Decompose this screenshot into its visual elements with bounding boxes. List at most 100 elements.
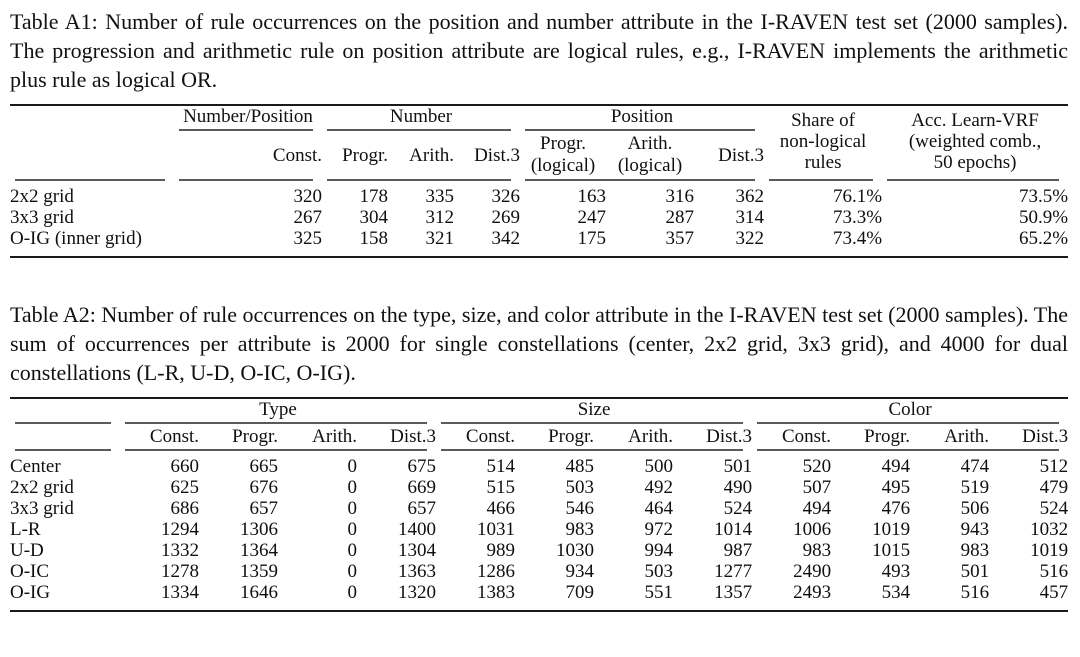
value-cell: 1646 [240,582,278,603]
a2-colh-arith-size: Arith. [628,426,674,447]
value-cell: 485 [565,456,595,477]
value-cell: 983 [565,519,595,540]
a2-colh-const-type: Const. [149,426,199,447]
value-cell: 983 [960,540,990,561]
row-label: U-D [10,540,44,561]
a1-colh-dist3: Dist.3 [474,144,521,166]
value-cell: 1334 [161,582,199,603]
value-cell: 1304 [398,540,437,561]
value-cell: 943 [960,519,990,540]
value-cell: 665 [249,456,279,477]
value-cell: 524 [723,498,753,519]
a1-column-header-row: Const. Progr. Arith. Dist.3 Progr. (logi… [10,133,1068,177]
a1-stub-cell [10,105,174,177]
value-cell: 686 [170,498,200,519]
a2-column-header-row: Const. Progr. Arith. Dist.3 Const. Progr… [10,426,1068,447]
a2-stub-cell [10,398,120,420]
row-label: 2x2 grid [10,186,74,207]
value-cell: 514 [486,456,516,477]
value-cell: 503 [565,477,595,498]
value-cell: 625 [170,477,200,498]
value-cell: 501 [960,561,990,582]
value-cell: 546 [565,498,595,519]
value-cell: 1306 [240,519,278,540]
a2-group-header-row: Type Size Color [10,398,1068,420]
rule-segment [441,422,744,424]
value-cell: 457 [1039,582,1069,603]
row-label: O-IG [10,582,51,603]
a2-group-type: Type [259,399,297,420]
table-a1-caption: Table A1: Number of rule occurrences on … [10,9,1068,92]
a1-colh-dist3-position: Dist.3 [718,144,765,166]
rule-segment [179,129,313,131]
value-cell: 507 [802,477,832,498]
table-row: O-IC 1278 1359 0 1363 1286 934 503 1277 … [10,561,1068,582]
a2-cmidrule-row-2 [10,447,1068,453]
a2-colh-dist3-type: Dist.3 [390,426,437,447]
table-row: 2x2 grid 320 178 335 326 163 316 362 76.… [10,183,1068,207]
value-cell: 1286 [477,561,516,582]
value-cell: 972 [644,519,674,540]
value-cell: 325 [293,228,323,249]
value-cell: 476 [881,498,911,519]
value-cell: 494 [881,456,911,477]
value-cell: 512 [1039,456,1069,477]
row-label: O-IG (inner grid) [10,228,142,249]
a2-stub-cell [10,426,120,447]
value-cell: 158 [359,228,389,249]
value-cell: 1014 [714,519,753,540]
value-cell: 493 [881,561,911,582]
value-cell: 983 [802,540,832,561]
a1-group-position: Position [610,106,674,127]
a2-colh-dist3-color: Dist.3 [1022,426,1069,447]
value-cell: 989 [486,540,516,561]
a1-group-number: Number [389,106,453,127]
a1-group-number-position: Number/Position [183,106,313,127]
rule-segment [441,449,744,451]
value-cell: 1006 [793,519,832,540]
row-label: 2x2 grid [10,477,74,498]
rule-segment [887,179,1060,181]
value-cell: 1031 [477,519,516,540]
value-cell: 50.9% [1018,207,1069,228]
a1-header-share-of-non-logical-rules: Share of non-logical rules [779,110,867,173]
value-cell: 76.1% [832,186,883,207]
value-cell: 342 [491,228,521,249]
value-cell: 0 [347,582,358,603]
rule-segment [525,179,756,181]
value-cell: 1383 [477,582,516,603]
a2-colh-dist3-size: Dist.3 [706,426,753,447]
value-cell: 316 [665,186,695,207]
row-label: O-IC [10,561,50,582]
value-cell: 175 [577,228,607,249]
value-cell: 500 [644,456,674,477]
value-cell: 516 [960,582,990,603]
value-cell: 0 [347,519,358,540]
rule-segment [757,449,1060,451]
value-cell: 312 [425,207,455,228]
rule-segment [15,449,111,451]
rule-segment [525,129,756,131]
value-cell: 73.4% [832,228,883,249]
value-cell: 934 [565,561,595,582]
value-cell: 1364 [240,540,278,561]
a2-colh-arith-color: Arith. [944,426,990,447]
a1-cmidrule-row-1 [10,127,1068,133]
a2-group-size: Size [577,399,611,420]
a2-colh-const-size: Const. [465,426,516,447]
value-cell: 464 [644,498,674,519]
value-cell: 709 [565,582,595,603]
value-cell: 495 [881,477,911,498]
value-cell: 675 [407,456,437,477]
row-label: L-R [10,519,41,540]
rule-segment [769,179,874,181]
value-cell: 1015 [872,540,911,561]
rule-segment [125,449,428,451]
table-row: L-R 1294 1306 0 1400 1031 983 972 1014 1… [10,519,1068,540]
a2-colh-progr-size: Progr. [548,426,595,447]
value-cell: 501 [723,456,753,477]
value-cell: 0 [347,456,358,477]
value-cell: 73.5% [1018,186,1069,207]
table-a2-caption: Table A2: Number of rule occurrences on … [10,302,1068,385]
value-cell: 269 [491,207,521,228]
